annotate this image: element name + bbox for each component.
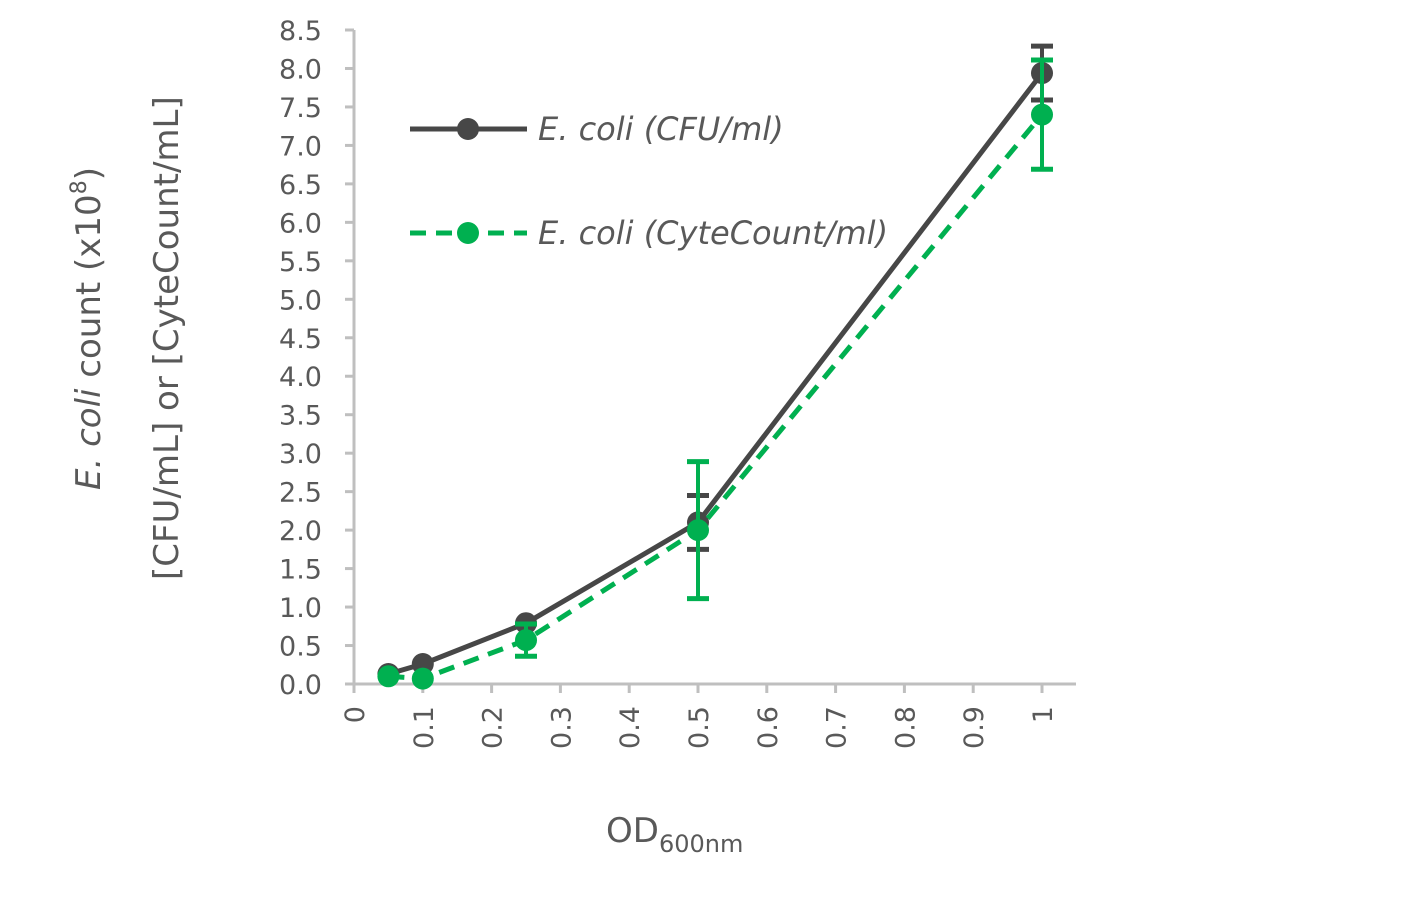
x-tick-label: 1: [1028, 706, 1059, 723]
legend-marker: [457, 118, 479, 140]
y-tick-label: 3.0: [279, 439, 322, 470]
y-tick-label: 7.0: [279, 131, 322, 162]
y-tick-label: 1.0: [279, 593, 322, 624]
y-axis-label-line1: E. coli count (x108): [67, 167, 109, 490]
legend-marker: [457, 222, 479, 244]
series-line: [387, 71, 1044, 677]
data-point: [1031, 103, 1053, 126]
data-point: [377, 665, 400, 688]
x-tick-label: 0.1: [409, 706, 440, 749]
y-tick-label: 1.5: [279, 555, 322, 586]
y-tick-label: 6.5: [279, 170, 322, 201]
y-tick-label: 4.5: [279, 324, 322, 355]
y-axis-label-line2: [CFU/mL] or [CyteCount/mL]: [147, 96, 187, 580]
y-tick-label: 3.5: [279, 401, 322, 432]
x-tick-label: 0.5: [684, 706, 715, 749]
data-point: [411, 667, 434, 690]
data-point: [687, 519, 709, 542]
x-axis-label: OD600nm: [606, 811, 743, 858]
y-tick-label: 5.0: [279, 285, 322, 316]
x-tick-label: 0.9: [959, 706, 990, 749]
y-tick-label: 0.5: [279, 632, 322, 663]
x-axis-label-subscript: 600nm: [659, 830, 743, 858]
series-2: [377, 57, 1053, 690]
y-tick-label: 5.5: [279, 247, 322, 278]
y-tick-label: 8.0: [279, 54, 322, 85]
x-tick-label: 0: [340, 706, 371, 723]
x-tick-label: 0.4: [615, 706, 646, 749]
y-tick-label: 4.0: [279, 362, 322, 393]
series-layer: [377, 43, 1053, 690]
y-tick-label: 7.5: [279, 93, 322, 124]
y-tick-label: 6.0: [279, 208, 322, 239]
y-tick-label: 2.5: [279, 478, 322, 509]
x-tick-label: 0.3: [546, 706, 577, 749]
y-tick-label: 8.5: [279, 16, 322, 47]
legend-label: E. coli (CyteCount/ml): [538, 214, 888, 252]
x-tick-label: 0.8: [890, 706, 921, 749]
x-tick-label: 0.6: [753, 706, 784, 749]
legend: E. coli (CFU/ml) E. coli (CyteCount/ml): [410, 110, 888, 252]
legend-label: E. coli (CFU/ml): [538, 110, 784, 148]
x-tick-label: 0.7: [822, 706, 853, 749]
y-tick-label: 0.0: [279, 670, 322, 701]
x-tick-label: 0.2: [478, 706, 509, 749]
y-tick-label: 2.0: [279, 516, 322, 547]
data-point: [515, 629, 537, 652]
axes: 0.0 0.5 1.0 1.5 2.0 2.5 3.0 3.5 4.0 4.5 5.0 5.5 6.0 6…: [279, 16, 1076, 749]
